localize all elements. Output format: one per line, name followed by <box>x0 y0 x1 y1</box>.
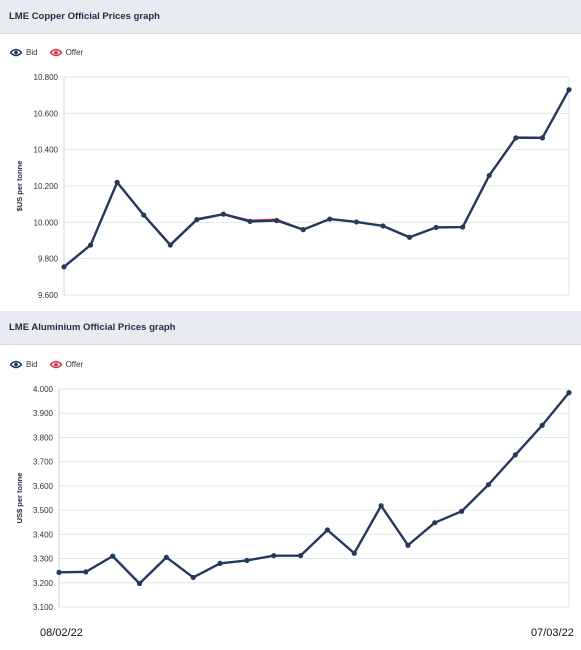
copper-y-axis-title: $US per tonne <box>15 161 24 212</box>
aluminium-y-tick-label: 3.200 <box>33 579 54 588</box>
aluminium-series-bid-line <box>58 391 570 585</box>
eye-icon <box>49 48 62 57</box>
aluminium-y-tick-label: 3.100 <box>33 603 54 612</box>
start-date-label: 08/02/22 <box>40 627 83 639</box>
aluminium-series-bid-point[interactable] <box>324 527 331 533</box>
aluminium-y-tick-label: 3.700 <box>33 458 54 467</box>
copper-y-tick-label: 10.400 <box>34 146 59 155</box>
aluminium-series-bid-point[interactable] <box>136 580 143 587</box>
copper-y-tick-label: 10.600 <box>34 109 59 118</box>
aluminium-series-bid-point[interactable] <box>432 520 438 526</box>
aluminium-series-bid-point[interactable] <box>539 422 545 428</box>
copper-legend: Bid Offer <box>10 48 95 57</box>
aluminium-series-bid-point[interactable] <box>56 569 62 575</box>
aluminium-series-bid-point[interactable] <box>405 542 411 548</box>
copper-series-bid-point[interactable] <box>327 216 333 222</box>
aluminium-series-bid-point[interactable] <box>163 554 169 560</box>
aluminium-series-bid-point[interactable] <box>190 574 196 581</box>
eye-icon <box>10 48 22 57</box>
copper-panel: LME Copper Official Prices graph <box>0 0 581 34</box>
copper-series-bid-line <box>63 89 571 268</box>
aluminium-y-tick-label: 3.400 <box>33 530 54 539</box>
aluminium-series-bid-point[interactable] <box>83 569 89 575</box>
aluminium-panel-title: LME Aluminium Official Prices graph <box>9 322 176 333</box>
copper-series-bid-point[interactable] <box>486 172 492 179</box>
aluminium-y-tick-label: 3.600 <box>33 482 54 491</box>
copper-series-bid-point[interactable] <box>274 217 280 224</box>
copper-series-bid-point[interactable] <box>141 212 147 218</box>
aluminium-y-tick-label: 3.500 <box>33 506 54 515</box>
aluminium-chart: 3.100 3.200 3.300 3.400 3.500 3.600 3.700 3.800… <box>15 385 572 612</box>
copper-series-bid-point[interactable] <box>406 234 413 240</box>
aluminium-y-tick-label: 3.300 <box>33 555 54 564</box>
aluminium-series-bid-point[interactable] <box>512 452 518 458</box>
copper-y-tick-label: 9.600 <box>38 291 59 300</box>
copper-series-bid-point[interactable] <box>87 242 94 248</box>
copper-series-bid-point[interactable] <box>247 218 253 225</box>
aluminium-y-axis-title: US$ per tonne <box>15 473 24 524</box>
copper-legend-bid-label: Bid <box>26 48 38 57</box>
copper-series-bid-point[interactable] <box>114 179 120 185</box>
aluminium-series-bid-point[interactable] <box>110 553 116 559</box>
copper-panel-title: LME Copper Official Prices graph <box>9 11 160 22</box>
copper-series-bid-point[interactable] <box>300 227 306 233</box>
aluminium-legend-offer-label: Offer <box>65 360 84 369</box>
copper-series-bid-point[interactable] <box>61 264 67 270</box>
copper-series-bid-point[interactable] <box>167 242 173 248</box>
copper-y-tick-label: 9.800 <box>38 255 59 264</box>
copper-series-bid-point[interactable] <box>513 135 519 141</box>
aluminium-series-offer-line <box>58 391 570 584</box>
aluminium-series-bid-point[interactable] <box>217 560 223 566</box>
copper-legend-offer[interactable]: Offer <box>49 48 84 57</box>
copper-y-tick-label: 10.200 <box>34 182 59 191</box>
aluminium-legend-offer[interactable]: Offer <box>49 360 84 369</box>
copper-y-tick-label: 10.800 <box>34 73 59 82</box>
aluminium-series-bid-point[interactable] <box>459 508 465 514</box>
copper-chart: 9.600 9.800 10.000 10.200 10.400 10.600 10.800… <box>15 73 572 300</box>
aluminium-y-tick-label: 3.900 <box>33 409 54 418</box>
aluminium-legend-bid-label: Bid <box>26 360 38 369</box>
aluminium-y-tick-label: 4.000 <box>33 385 54 394</box>
aluminium-legend: Bid Offer <box>10 360 95 369</box>
copper-series-bid-point[interactable] <box>566 87 572 93</box>
copper-series-bid-point[interactable] <box>433 224 439 231</box>
aluminium-series-bid-point[interactable] <box>271 553 277 559</box>
copper-panel-header: LME Copper Official Prices graph <box>0 0 581 34</box>
aluminium-panel-header: LME Aluminium Official Prices graph <box>0 311 581 345</box>
aluminium-series-bid-point[interactable] <box>351 550 357 556</box>
eye-icon <box>10 360 22 369</box>
aluminium-series-bid-point[interactable] <box>378 503 384 509</box>
copper-series-bid-point[interactable] <box>353 219 359 225</box>
aluminium-series-bid-point[interactable] <box>244 557 250 564</box>
copper-y-tick-label: 10.000 <box>34 218 59 227</box>
end-date-label: 07/03/22 <box>531 627 574 639</box>
aluminium-panel: LME Aluminium Official Prices graph <box>0 311 581 345</box>
copper-legend-offer-label: Offer <box>65 48 84 57</box>
copper-series-bid-point[interactable] <box>539 135 546 141</box>
aluminium-series-bid-point[interactable] <box>566 390 572 396</box>
copper-series-bid-point[interactable] <box>380 223 386 229</box>
copper-series-offer-line <box>63 89 570 268</box>
copper-legend-bid[interactable]: Bid <box>10 48 38 57</box>
aluminium-legend-bid[interactable]: Bid <box>10 360 38 369</box>
copper-series-bid-point[interactable] <box>220 211 227 217</box>
aluminium-series-bid-point[interactable] <box>485 482 492 488</box>
aluminium-series-bid-point[interactable] <box>297 553 304 559</box>
copper-series-bid-point[interactable] <box>194 217 200 223</box>
eye-icon <box>49 360 62 369</box>
aluminium-y-tick-label: 3.800 <box>33 433 54 442</box>
copper-series-bid-point[interactable] <box>460 224 466 230</box>
